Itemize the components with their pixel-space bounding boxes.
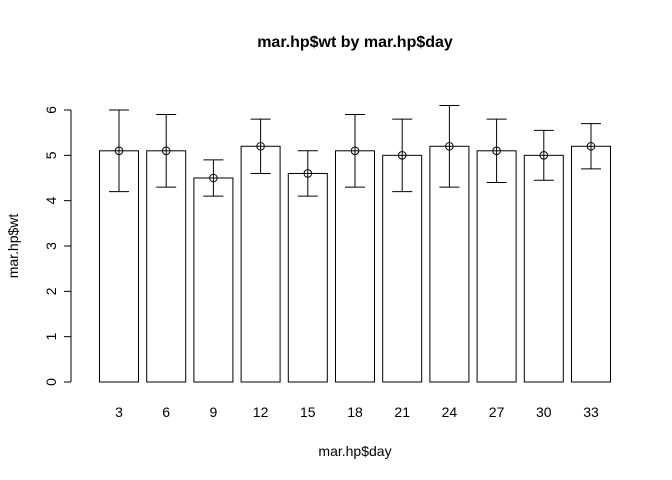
bar <box>476 150 517 383</box>
y-axis: 0 1 2 3 4 5 6 <box>43 106 72 386</box>
x-tick-label: 9 <box>210 404 218 420</box>
x-tick-label: 27 <box>489 404 505 420</box>
y-tick-label: 0 <box>43 378 59 386</box>
y-tick-label: 2 <box>43 287 59 295</box>
mean-point <box>397 151 407 160</box>
y-tick-label: 4 <box>43 197 59 205</box>
x-tick-label: 30 <box>536 404 552 420</box>
mean-point <box>539 151 549 160</box>
bar <box>287 172 328 383</box>
mean-point <box>445 141 454 151</box>
bars <box>99 145 611 383</box>
x-tick-label: 15 <box>300 404 316 420</box>
mean-point <box>303 169 313 178</box>
mean-point <box>161 146 171 156</box>
x-tick-label: 21 <box>394 404 410 420</box>
y-tick-label: 6 <box>43 106 59 114</box>
x-axis-label: mar.hp$day <box>318 443 391 459</box>
bar <box>146 150 187 383</box>
chart-title: mar.hp$wt by mar.hp$day <box>257 34 453 51</box>
y-tick-label: 1 <box>43 333 59 341</box>
y-tick-label: 5 <box>43 151 59 159</box>
bar <box>523 154 564 383</box>
x-tick-label: 6 <box>162 404 170 420</box>
mean-point <box>350 146 360 156</box>
y-tick-label: 3 <box>43 242 59 250</box>
bar <box>571 145 611 383</box>
mean-point <box>209 173 218 183</box>
bar <box>193 177 234 383</box>
mean-point <box>114 146 124 156</box>
mean-point <box>492 146 501 156</box>
mean-point <box>586 141 596 151</box>
x-tick-label: 18 <box>347 404 363 420</box>
x-tick-labels: 3 6 9 12 15 18 21 24 27 30 33 <box>115 404 599 420</box>
x-tick-label: 12 <box>253 404 269 420</box>
bar <box>240 145 281 383</box>
x-tick-label: 24 <box>442 404 458 420</box>
error-bars <box>109 104 601 197</box>
mean-point <box>256 141 265 151</box>
x-tick-label: 3 <box>115 404 123 420</box>
x-tick-label: 33 <box>583 404 599 420</box>
y-axis-label: mar.hp$wt <box>5 214 21 279</box>
